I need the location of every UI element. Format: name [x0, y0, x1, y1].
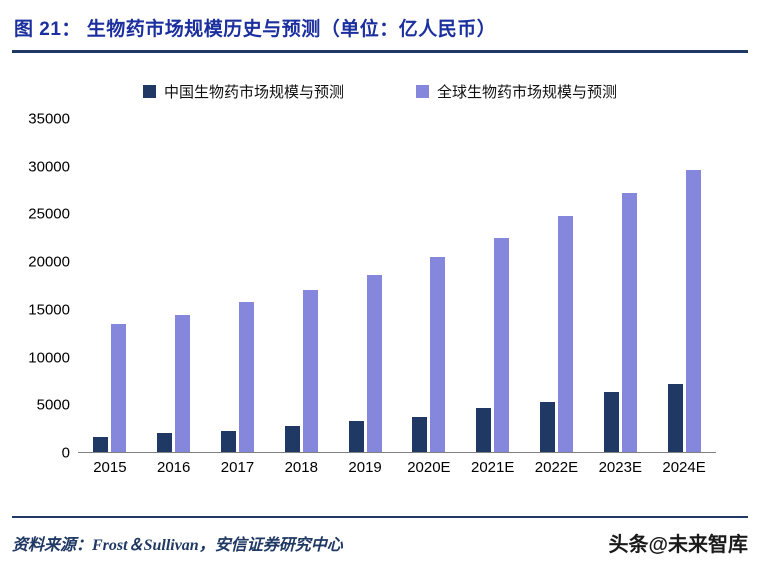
y-tick-label: 35000: [28, 110, 70, 128]
legend-label: 全球生物药市场规模与预测: [437, 84, 618, 101]
legend-item: 中国生物药市场规模与预测: [142, 81, 344, 102]
bar-2024E: [667, 384, 683, 452]
bar-group-2015: [78, 118, 142, 452]
x-tick-label: 2019: [348, 459, 382, 476]
y-tick-label: 5000: [36, 396, 70, 414]
bar-group-2017: [206, 118, 270, 452]
bar-group-2018: [269, 118, 333, 452]
y-tick-label: 0: [61, 444, 70, 462]
source-text: 资料来源：Frost＆Sullivan，安信证券研究中心: [12, 536, 343, 554]
bar-2016: [175, 314, 191, 452]
bar-2021E: [494, 238, 510, 452]
x-tick-label: 2022E: [534, 459, 579, 476]
y-tick-label: 10000: [28, 349, 70, 367]
x-tick-label: 2018: [284, 459, 318, 476]
bar-2015: [111, 324, 127, 452]
y-tick-label: 25000: [28, 205, 70, 223]
bar-2022E: [557, 216, 573, 452]
x-tick-label: 2024E: [662, 459, 706, 476]
bar-chart: 0 5000 10000 15000 20000 25000 30000 35000: [12, 112, 716, 461]
bar-group-2019: [333, 118, 397, 452]
legend-label: 中国生物药市场规模与预测: [163, 84, 344, 101]
bar-group-2023E: [588, 118, 652, 452]
bar-group-2022E: [525, 118, 589, 452]
plot-area: [78, 118, 716, 453]
bar-2017: [238, 302, 254, 452]
bar-2023E: [603, 391, 619, 452]
legend-swatch-icon: [416, 85, 429, 98]
x-tick-label: 2017: [220, 459, 255, 476]
bar-2017: [220, 431, 236, 452]
legend-item: 全球生物药市场规模与预测: [416, 81, 617, 102]
bar-2021E: [476, 408, 492, 452]
y-tick-label: 15000: [28, 301, 70, 319]
figure-header: 图 21： 生物药市场规模历史与预测（单位：亿人民币）: [12, 0, 748, 53]
y-axis: 0 5000 10000 15000 20000 25000 30000 35000: [12, 112, 78, 461]
watermark-text: 头条@未来智库: [608, 534, 748, 556]
bar-2020E: [412, 416, 428, 452]
bar-2020E: [430, 257, 446, 452]
x-tick-label: 2016: [157, 459, 191, 476]
x-tick-label: 2021E: [470, 459, 515, 476]
bar-2022E: [539, 402, 555, 452]
legend-swatch-icon: [142, 85, 156, 98]
bar-2018: [302, 289, 318, 452]
bar-2019: [348, 420, 364, 452]
figure-title: 图 21： 生物药市场规模历史与预测（单位：亿人民币）: [14, 19, 497, 40]
y-tick-label: 20000: [28, 253, 70, 271]
x-tick-label: 2020E: [407, 459, 451, 476]
bar-2015: [93, 436, 109, 452]
bar-group-2024E: [652, 118, 716, 452]
bar-group-2020E: [397, 118, 461, 452]
bar-2019: [366, 274, 382, 452]
chart-legend: 中国生物药市场规模与预测 全球生物药市场规模与预测: [0, 81, 760, 102]
x-tick-label: 2023E: [598, 459, 642, 476]
bar-2018: [284, 426, 300, 452]
x-axis: 2015 2016 2017 2018 2019 2020E 2021E 2022E 2023E…: [78, 459, 716, 476]
y-tick-label: 30000: [28, 158, 70, 176]
bar-2024E: [685, 169, 701, 452]
bar-group-2021E: [461, 118, 525, 452]
bar-2016: [157, 432, 173, 452]
figure-footer: 资料来源：Frost＆Sullivan，安信证券研究中心 头条@未来智库: [12, 516, 748, 557]
bar-group-2016: [142, 118, 206, 452]
bar-2023E: [621, 193, 637, 452]
x-tick-label: 2015: [93, 459, 127, 476]
